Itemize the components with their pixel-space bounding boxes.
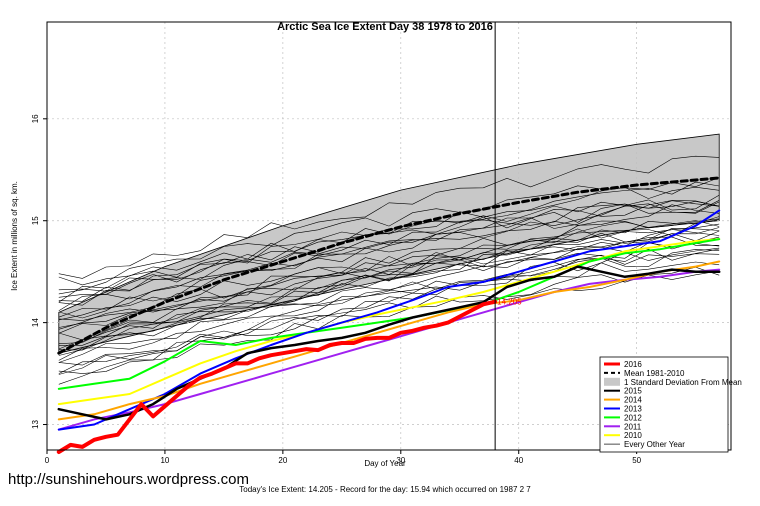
legend-label: 2010	[624, 431, 642, 440]
axes: 0 10 20 30 40 50 13 14 15 16	[31, 114, 642, 465]
series-line-mean-1981-2010	[57, 176, 721, 355]
y-tick-label: 13	[31, 420, 40, 429]
series-line-2013	[57, 209, 721, 431]
today-value-label: 14.205	[497, 298, 522, 307]
y-tick-label: 16	[31, 114, 40, 123]
series-line-2010	[57, 238, 721, 406]
y-tick-label: 14	[31, 318, 40, 327]
other-year-line	[58, 204, 720, 311]
x-tick-label: 20	[278, 456, 287, 465]
legend-label: 1 Standard Deviation From Mean	[624, 378, 742, 387]
x-tick-label: 30	[396, 456, 405, 465]
other-year-line	[58, 218, 720, 334]
x-tick-label: 40	[514, 456, 523, 465]
other-year-line	[58, 227, 720, 351]
y-tick-label: 15	[31, 216, 40, 225]
legend-label: 2011	[624, 422, 642, 431]
other-year-line	[58, 248, 720, 374]
series-layer	[56, 176, 721, 454]
legend-label: 2015	[624, 387, 642, 396]
legend-label: Mean 1981-2010	[624, 369, 685, 378]
legend-label: 2014	[624, 396, 642, 405]
x-tick-label: 10	[160, 456, 169, 465]
plot-frame	[46, 21, 732, 451]
other-year-line	[58, 249, 720, 346]
other-year-line	[58, 236, 720, 330]
other-year-line	[58, 177, 720, 295]
other-year-line	[58, 270, 720, 366]
x-tick-label: 50	[632, 456, 641, 465]
other-year-line	[58, 230, 720, 344]
legend-box	[599, 356, 729, 453]
legend-label: 2013	[624, 405, 642, 414]
other-year-line	[58, 201, 720, 318]
other-year-line	[58, 229, 720, 354]
legend-label: 2016	[624, 360, 642, 369]
series-line-2016	[56, 299, 498, 454]
other-year-line	[58, 253, 720, 361]
every-other-year-lines	[46, 22, 731, 450]
other-year-line	[58, 200, 720, 292]
other-year-line	[58, 200, 720, 302]
series-line-2015	[57, 265, 721, 421]
other-year-line	[58, 261, 720, 375]
x-axis-label: Day of Year	[364, 459, 406, 468]
other-year-line	[58, 220, 720, 328]
caption-text: Today's Ice Extent: 14.205 - Record for …	[239, 485, 531, 494]
legend-label: 2012	[624, 413, 642, 422]
other-year-line	[58, 219, 720, 321]
series-line-2012	[57, 238, 721, 390]
other-year-line	[58, 194, 720, 286]
y-axis-label: Ice Extent in millions of sq. km.	[10, 181, 19, 291]
legend-swatch	[604, 377, 620, 386]
chart-title: Arctic Sea Ice Extent Day 38 1978 to 201…	[277, 21, 493, 33]
x-tick-label: 0	[45, 456, 50, 465]
website-url[interactable]: http://sunshinehours.wordpress.com	[8, 471, 249, 488]
other-year-line	[58, 155, 720, 279]
legend-label: Every Other Year	[624, 440, 685, 449]
other-year-line	[58, 200, 720, 319]
